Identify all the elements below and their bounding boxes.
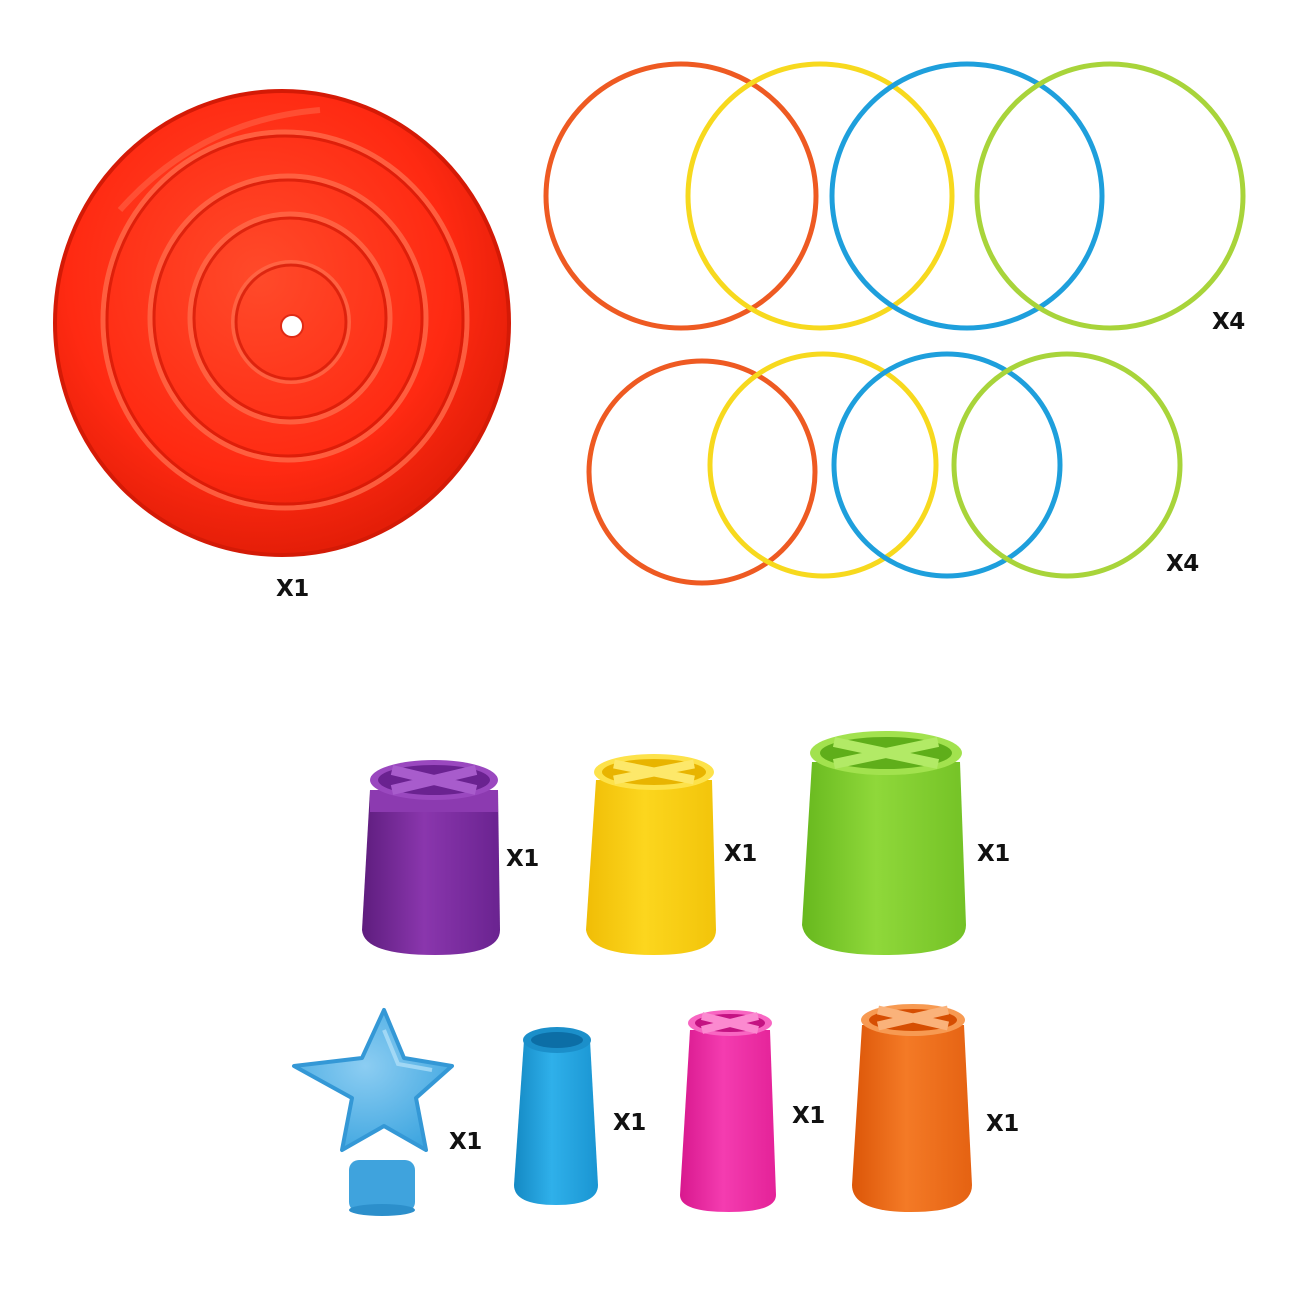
cup-yellow-quantity-label: X1 xyxy=(724,841,757,867)
cup-orange xyxy=(852,1004,972,1212)
star-topper xyxy=(292,1008,454,1216)
base-disc xyxy=(53,89,511,557)
tube-blue-quantity-label: X1 xyxy=(613,1110,646,1136)
base-quantity-label: X1 xyxy=(276,576,309,602)
cup-green-quantity-label: X1 xyxy=(977,841,1010,867)
tube-blue xyxy=(514,1027,598,1205)
cup-pink-quantity-label: X1 xyxy=(792,1103,825,1129)
cup-orange-quantity-label: X1 xyxy=(986,1111,1019,1137)
rings-top-row xyxy=(543,61,1246,331)
cup-yellow xyxy=(586,754,716,955)
rings-bottom-quantity-label: X4 xyxy=(1166,551,1199,577)
cup-purple-quantity-label: X1 xyxy=(506,846,539,872)
cup-pink xyxy=(680,1010,776,1212)
cup-purple xyxy=(362,760,500,955)
star-topper-quantity-label: X1 xyxy=(449,1129,482,1155)
rings-bottom-row xyxy=(586,351,1183,586)
cup-green xyxy=(802,731,966,955)
rings-top-quantity-label: X4 xyxy=(1212,309,1245,335)
